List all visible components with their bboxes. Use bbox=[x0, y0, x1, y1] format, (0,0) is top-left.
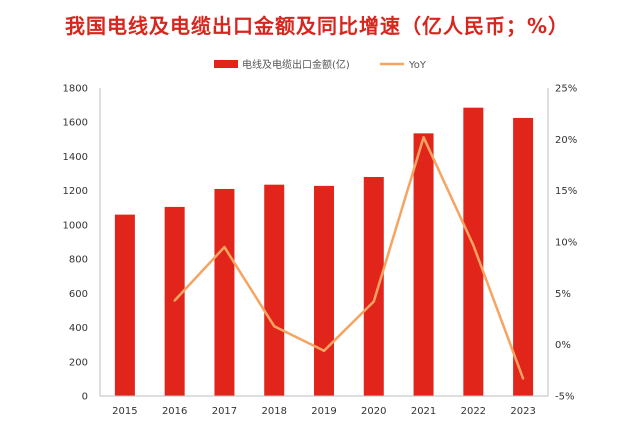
bar bbox=[363, 176, 384, 396]
left-tick-label: 0 bbox=[82, 392, 88, 403]
x-tick-label: 2016 bbox=[162, 406, 187, 417]
left-tick-label: 1400 bbox=[63, 152, 88, 163]
left-y-axis: 0 200 400 600 800 1000 1200 1400 1600 1800 bbox=[63, 84, 101, 403]
x-tick-label: 2022 bbox=[461, 406, 486, 417]
legend-line-label: YoY bbox=[408, 60, 427, 71]
x-tick-label: 2015 bbox=[112, 406, 137, 417]
left-tick-label: 400 bbox=[69, 323, 88, 334]
left-tick-label: 600 bbox=[69, 289, 88, 300]
right-tick-label: 15% bbox=[555, 186, 577, 197]
yoy-point bbox=[422, 136, 425, 139]
left-tick-label: 800 bbox=[69, 255, 88, 266]
yoy-point bbox=[322, 349, 326, 353]
yoy-point bbox=[223, 245, 226, 249]
yoy-point bbox=[173, 299, 176, 302]
bar bbox=[413, 133, 434, 396]
right-y-axis: -5% 0% 5% 10% 15% 20% 25% bbox=[547, 84, 577, 403]
bar-series bbox=[114, 107, 534, 396]
yoy-line bbox=[173, 136, 525, 379]
line-series bbox=[173, 136, 525, 380]
right-tick-label: -5% bbox=[555, 392, 574, 403]
bar bbox=[114, 214, 135, 396]
left-tick-label: 1000 bbox=[63, 220, 88, 231]
legend: 电线及电缆出口金额(亿) YoY bbox=[214, 58, 427, 71]
legend-bar-swatch bbox=[214, 60, 238, 68]
x-tick-label: 2020 bbox=[361, 406, 386, 417]
bar bbox=[264, 184, 285, 396]
yoy-point bbox=[472, 243, 475, 247]
x-tick-label: 2021 bbox=[411, 406, 436, 417]
x-tick-label: 2018 bbox=[261, 406, 286, 417]
bar bbox=[214, 188, 235, 396]
right-tick-label: 5% bbox=[555, 289, 571, 300]
yoy-point bbox=[273, 324, 276, 328]
right-tick-label: 20% bbox=[555, 135, 577, 146]
left-tick-label: 1800 bbox=[63, 84, 88, 95]
legend-bar-label: 电线及电缆出口金额(亿) bbox=[242, 58, 350, 71]
right-tick-label: 25% bbox=[555, 84, 577, 95]
bar bbox=[513, 117, 534, 396]
x-axis: 2015 2016 2017 2018 2019 2020 2021 2022 2023 bbox=[100, 395, 548, 417]
bar bbox=[463, 107, 484, 396]
x-tick-label: 2017 bbox=[212, 406, 237, 417]
yoy-point bbox=[372, 300, 375, 303]
yoy-point bbox=[521, 377, 525, 380]
x-tick-label: 2019 bbox=[311, 406, 336, 417]
bar bbox=[314, 185, 334, 396]
left-tick-label: 200 bbox=[69, 357, 88, 368]
right-tick-label: 0% bbox=[555, 340, 571, 351]
left-tick-label: 1600 bbox=[63, 118, 88, 129]
chart-title: 我国电线及电缆出口金额及同比增速（亿人民币；%） bbox=[64, 14, 570, 38]
right-tick-label: 10% bbox=[555, 238, 577, 249]
left-tick-label: 1200 bbox=[63, 186, 88, 197]
x-tick-label: 2023 bbox=[510, 406, 535, 417]
